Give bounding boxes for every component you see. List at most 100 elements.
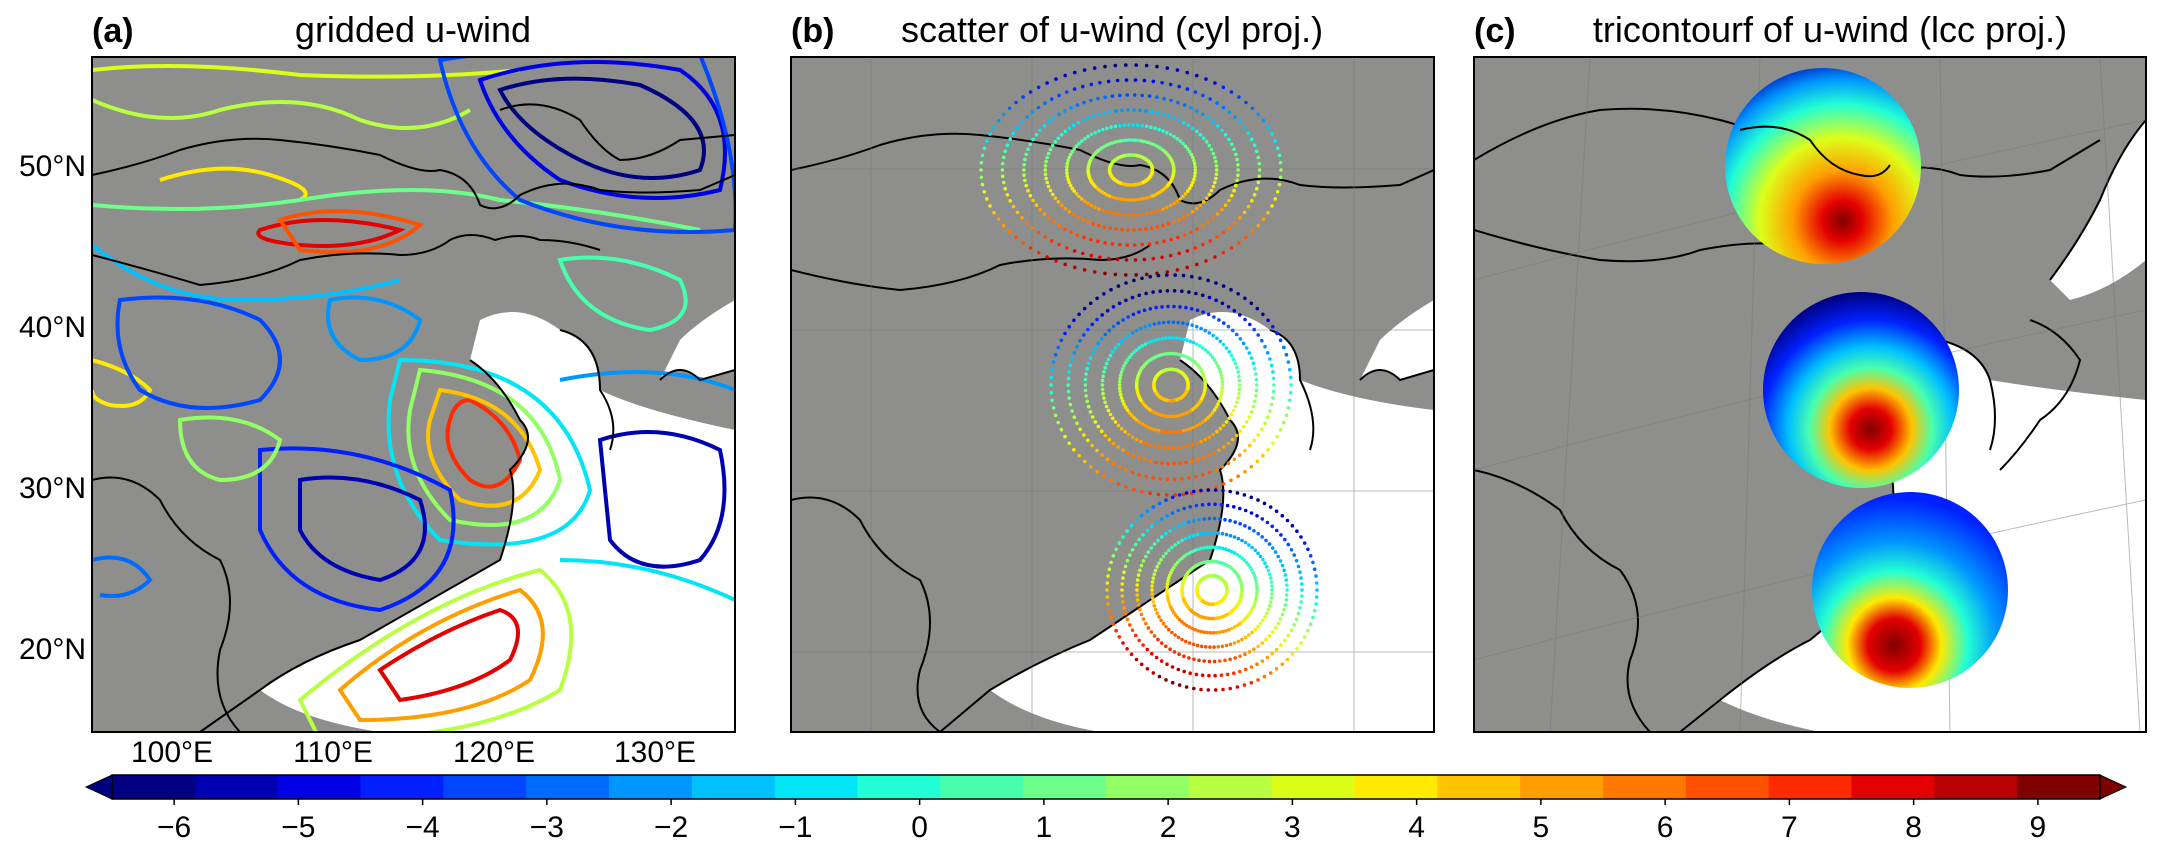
contour-line (276, 209, 425, 255)
scatter-point (1125, 243, 1130, 247)
scatter-point (1212, 451, 1216, 455)
scatter-point (1190, 126, 1195, 131)
scatter-point (1005, 143, 1010, 147)
scatter-point (1164, 531, 1168, 536)
scatter-point (1156, 637, 1160, 642)
scatter-point (1236, 163, 1240, 167)
scatter-point (1171, 320, 1176, 325)
scatter-point (1248, 565, 1252, 570)
scatter-point (1252, 647, 1256, 651)
scatter-point (1121, 641, 1125, 645)
scatter-point (1155, 565, 1159, 569)
colorbar-tick-label: 6 (1657, 811, 1674, 844)
colorbar-segment (691, 775, 776, 799)
scatter-point (1255, 591, 1259, 595)
scatter-point (1278, 175, 1283, 180)
scatter-point (1149, 211, 1153, 215)
scatter-point (1255, 514, 1259, 518)
scatter-point (1213, 488, 1218, 492)
scatter-point (1132, 415, 1136, 420)
lat-tick-20n: 20°N (19, 633, 86, 666)
scatter-point (1172, 304, 1176, 309)
scatter-point (1267, 572, 1272, 576)
scatter-point (1192, 686, 1196, 691)
scatter-point (1111, 416, 1115, 421)
scatter-point (1103, 400, 1107, 405)
scatter-point (1099, 337, 1104, 341)
contour-line (298, 475, 427, 583)
scatter-point (1038, 207, 1042, 212)
scatter-point (1274, 509, 1279, 513)
scatter-point (1210, 355, 1215, 360)
scatter-point (1236, 370, 1240, 374)
panel-a: (a) gridded u-wind 50°N 40°N 30°N 20°N 1… (19, 9, 736, 769)
scatter-point (1284, 413, 1289, 418)
scatter-point (1252, 602, 1257, 607)
scatter-point (1034, 133, 1039, 137)
scatter-point (1161, 112, 1165, 117)
scatter-point (1216, 531, 1221, 535)
scatter-point (988, 132, 992, 136)
scatter-point (1252, 529, 1256, 533)
scatter-point (1045, 180, 1049, 185)
lat-tick-50n: 50°N (19, 150, 86, 183)
scatter-point (1118, 123, 1122, 128)
scatter-point (1282, 568, 1286, 573)
scatter-point (1194, 424, 1199, 428)
scatter-point (1048, 147, 1053, 152)
scatter-point (1299, 576, 1303, 580)
panel-b-frame (790, 56, 1435, 733)
scatter-point (1176, 320, 1180, 325)
scatter-point (1125, 529, 1129, 533)
scatter-point (1090, 351, 1095, 355)
scatter-point (1158, 477, 1162, 481)
scatter-point (1073, 265, 1077, 270)
scatter-point (1157, 674, 1162, 679)
scatter-point (1224, 629, 1228, 633)
scatter-point (1238, 506, 1242, 511)
colorbar-segment (1023, 775, 1107, 799)
scatter-point (1229, 412, 1234, 417)
scatter-point (1211, 631, 1216, 635)
scatter-point (1172, 220, 1176, 224)
contour-line (92, 188, 701, 232)
panel-b-label: (b) (791, 12, 834, 50)
scatter-point (1165, 662, 1169, 666)
scatter-point (1205, 545, 1210, 550)
scatter-point (1180, 477, 1184, 481)
colorbar-tick-label: 0 (911, 811, 928, 844)
scatter-point (1218, 339, 1223, 344)
scatter-point (1242, 683, 1247, 687)
scatter-point (1253, 600, 1258, 604)
scatter-point (1242, 125, 1247, 130)
scatter-point (1187, 641, 1192, 645)
scatter-point (1117, 301, 1122, 306)
scatter-point (1183, 192, 1188, 196)
scatter-point (1261, 453, 1265, 458)
scatter-point (1192, 174, 1197, 179)
contour-line (559, 558, 735, 602)
scatter-point (1120, 367, 1125, 371)
scatter-point (1104, 361, 1109, 366)
scatter-point (1189, 307, 1194, 311)
scatter-point (1236, 173, 1240, 177)
scatter-point (1201, 472, 1205, 477)
scatter-point (1202, 517, 1206, 521)
scatter-ring (1049, 273, 1293, 497)
scatter-point (1115, 257, 1120, 262)
scatter-point (1125, 558, 1130, 563)
scatter-point (1193, 90, 1198, 94)
scatter-point (1074, 192, 1079, 196)
scatter-point (1226, 461, 1231, 466)
lon-tick-110e: 110°E (293, 736, 373, 769)
scatter-point (1253, 627, 1257, 632)
scatter-point (1220, 301, 1225, 306)
lat-tick-40n: 40°N (19, 311, 86, 344)
scatter-point (1221, 250, 1226, 255)
scatter-point (1249, 680, 1254, 685)
scatter-point (1195, 109, 1199, 113)
scatter-point (1252, 573, 1257, 578)
scatter-point (1155, 64, 1159, 69)
scatter-point (1070, 149, 1075, 154)
scatter-point (1190, 323, 1194, 328)
